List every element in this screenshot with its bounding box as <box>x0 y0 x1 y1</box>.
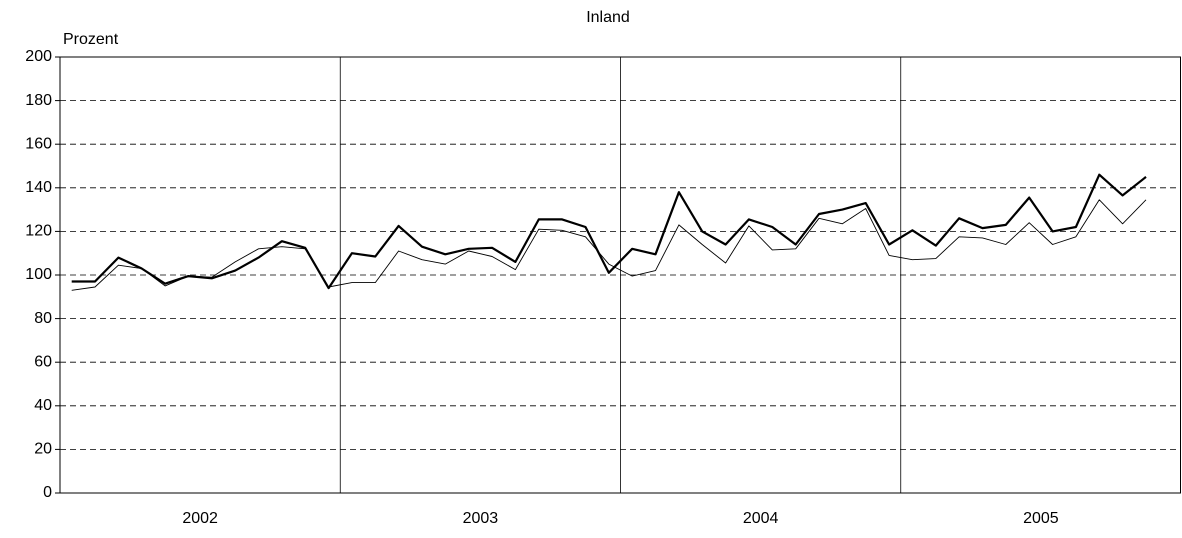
y-tick-label: 120 <box>25 223 52 240</box>
y-tick-label: 80 <box>34 310 52 327</box>
plot-frame <box>59 56 1181 494</box>
y-axis-label: Prozent <box>63 31 119 48</box>
y-tick-label: 100 <box>25 266 52 283</box>
y-tick-label: 200 <box>25 48 52 65</box>
y-tick-label: 180 <box>25 92 52 109</box>
chart-title: Inland <box>586 9 630 26</box>
y-tick-label: 20 <box>34 441 52 458</box>
x-group-label: 2002 <box>182 510 218 527</box>
y-tick-label: 140 <box>25 179 52 196</box>
y-tick-label: 0 <box>43 484 52 501</box>
y-tick-label: 60 <box>34 353 52 370</box>
x-group-label: 2004 <box>743 510 779 527</box>
x-group-label: 2003 <box>463 510 499 527</box>
series-line <box>71 173 1147 290</box>
x-group-label: 2005 <box>1023 510 1059 527</box>
y-tick-label: 160 <box>25 135 52 152</box>
y-tick-label: 40 <box>34 397 52 414</box>
series-line <box>71 199 1147 291</box>
